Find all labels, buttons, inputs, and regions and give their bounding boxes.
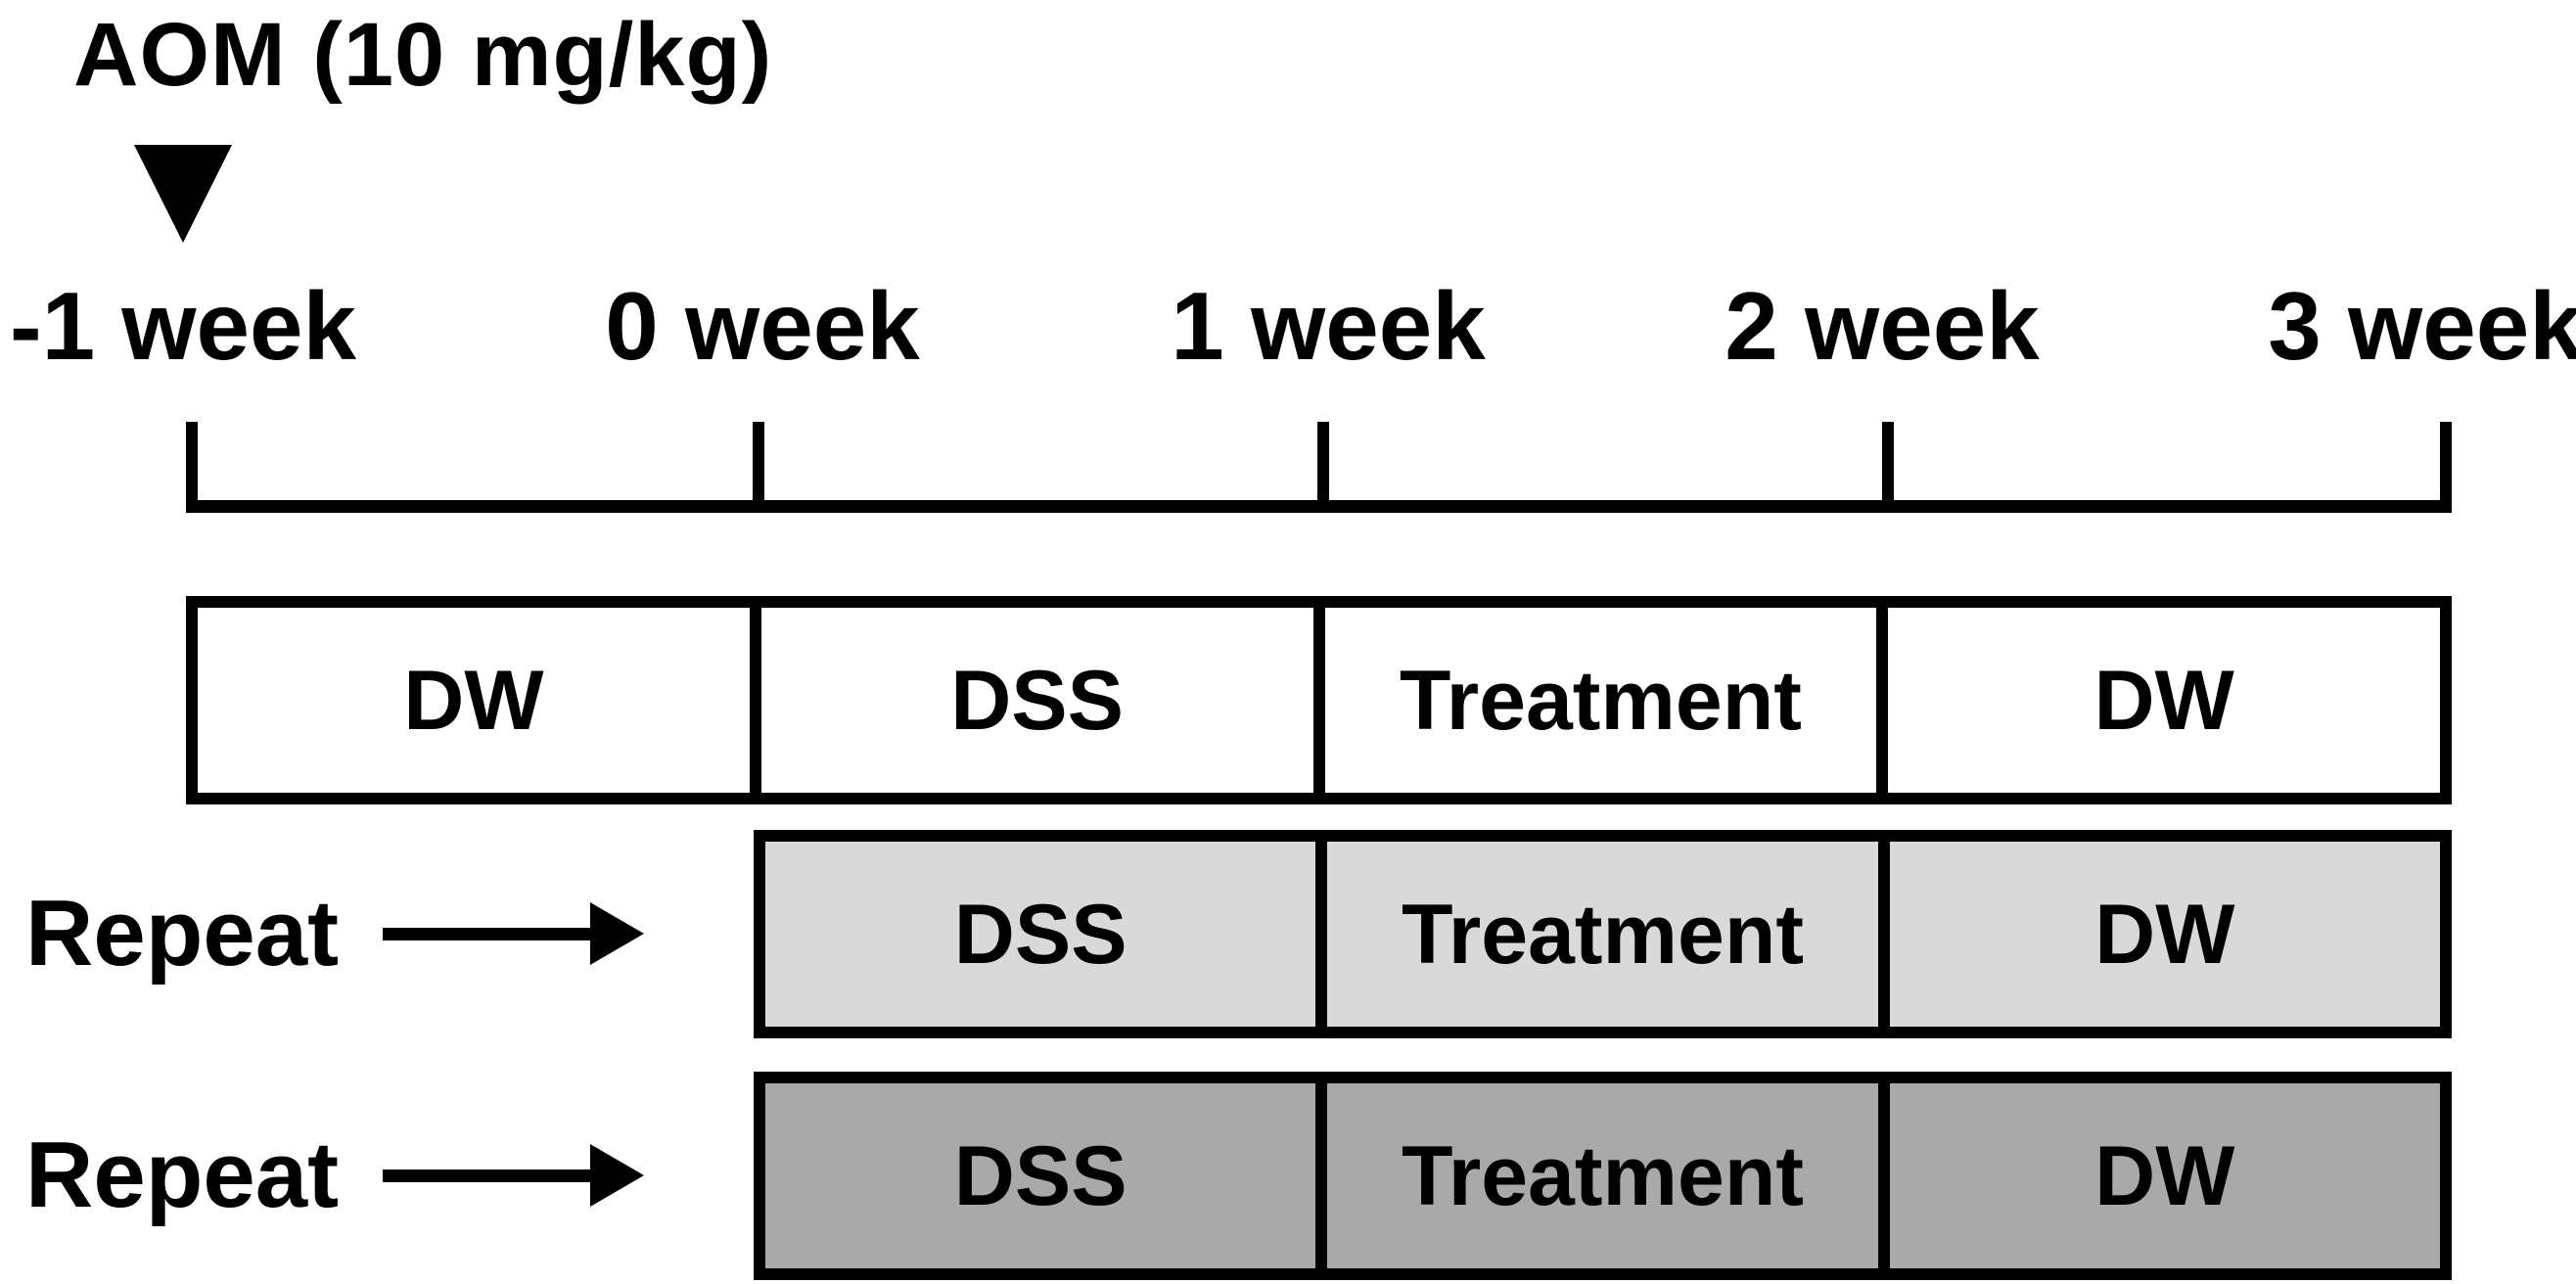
phase-cell-treatment: Treatment (1315, 1083, 1877, 1268)
phase-cell-dss: DSS (749, 608, 1313, 793)
phase-row-1: DW DSS Treatment DW (186, 596, 2452, 804)
timeline-tick-2 (1882, 422, 1894, 513)
phase-cell-dw: DW (1877, 842, 2440, 1027)
repeat-arrow-head-icon-row3 (590, 1144, 644, 1207)
phase-row-3-repeat2: DSS Treatment DW (754, 1072, 2452, 1280)
phase-cell-treatment: Treatment (1312, 608, 1877, 793)
timeline-tick-minus1 (186, 422, 198, 513)
repeat-label-row3: Repeat (25, 1123, 340, 1227)
timeline-tick-0 (753, 422, 764, 513)
timeline-tick-1 (1317, 422, 1329, 513)
phase-cell-dw: DW (1876, 608, 2440, 793)
week-label-3: 3 week (2268, 272, 2576, 380)
phase-cell-dw: DW (1877, 1083, 2440, 1268)
week-label-0: 0 week (605, 272, 920, 380)
week-label-1: 1 week (1171, 272, 1486, 380)
timeline-tick-3 (2440, 422, 2452, 513)
repeat-label-row2: Repeat (25, 881, 340, 986)
phase-cell-dss: DSS (953, 887, 1127, 982)
repeat-arrow-shaft-row3 (383, 1169, 590, 1182)
phase-cell-treatment: Treatment (1315, 842, 1877, 1027)
week-label-minus1: -1 week (9, 272, 357, 380)
week-label-2: 2 week (1725, 272, 2040, 380)
phase-row-2-repeat1: DSS Treatment DW (754, 830, 2452, 1038)
aom-dose-label: AOM (10 mg/kg) (73, 5, 773, 105)
repeat-arrow-head-icon-row2 (590, 902, 644, 965)
phase-cell-dss: DSS (953, 1128, 1127, 1223)
phase-cell-dw: DW (403, 653, 544, 748)
injection-marker-triangle-icon (134, 145, 232, 243)
repeat-arrow-shaft-row2 (383, 928, 590, 940)
